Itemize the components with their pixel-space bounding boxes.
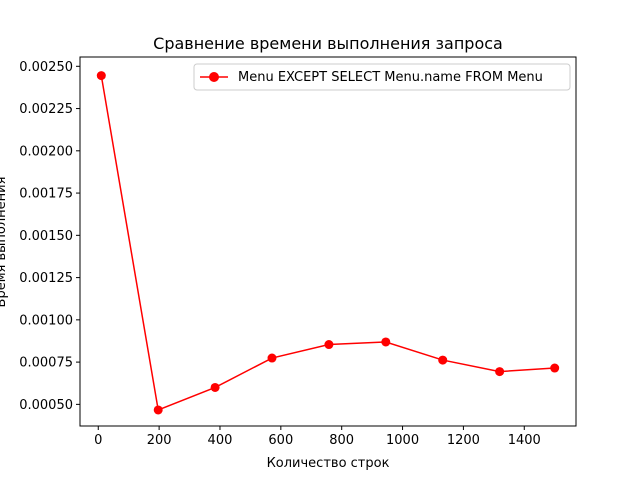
series-layer	[96, 71, 560, 415]
x-tick-label: 1400	[508, 433, 541, 448]
data-point	[153, 405, 163, 415]
data-point	[96, 71, 106, 81]
chart-title: Сравнение времени выполнения запроса	[153, 34, 503, 53]
legend: Menu EXCEPT SELECT Menu.name FROM Menu	[193, 63, 571, 91]
legend-marker-swatch	[209, 72, 219, 82]
y-tick-label: 0.00250	[19, 60, 73, 75]
y-tick-label: 0.00050	[19, 398, 73, 413]
x-tick-label: 0	[94, 433, 102, 448]
y-tick-label: 0.00100	[19, 313, 73, 328]
y-tick-label: 0.00150	[19, 229, 73, 244]
data-point	[210, 382, 220, 392]
data-point	[324, 340, 334, 350]
y-tick-label: 0.00200	[19, 144, 73, 159]
y-tick-label: 0.00175	[19, 187, 73, 202]
x-tick-label: 200	[147, 433, 172, 448]
plot-area	[80, 57, 576, 426]
x-axis-ticks: 0 200 400 600 800 1000 1200 1400	[94, 426, 541, 448]
x-tick-label: 800	[329, 433, 354, 448]
data-point	[495, 367, 505, 377]
data-point	[550, 363, 560, 373]
x-tick-label: 400	[208, 433, 233, 448]
data-point	[438, 355, 448, 365]
data-point	[267, 353, 277, 363]
x-tick-label: 600	[268, 433, 293, 448]
y-tick-label: 0.00075	[19, 356, 73, 371]
y-axis-ticks: 0.00050 0.00075 0.00100 0.00125 0.00150 0.001…	[19, 60, 80, 413]
y-tick-label: 0.00225	[19, 102, 73, 117]
plot-frame	[79, 56, 577, 427]
x-tick-label: 1200	[447, 433, 480, 448]
legend-box	[193, 63, 571, 91]
y-tick-label: 0.00125	[19, 271, 73, 286]
data-point	[381, 337, 391, 347]
x-tick-label: 1000	[386, 433, 419, 448]
x-axis-label: Количество строк	[267, 456, 390, 471]
y-axis-label: Время выполнения	[0, 177, 9, 308]
legend-label: Menu EXCEPT SELECT Menu.name FROM Menu	[238, 70, 543, 85]
